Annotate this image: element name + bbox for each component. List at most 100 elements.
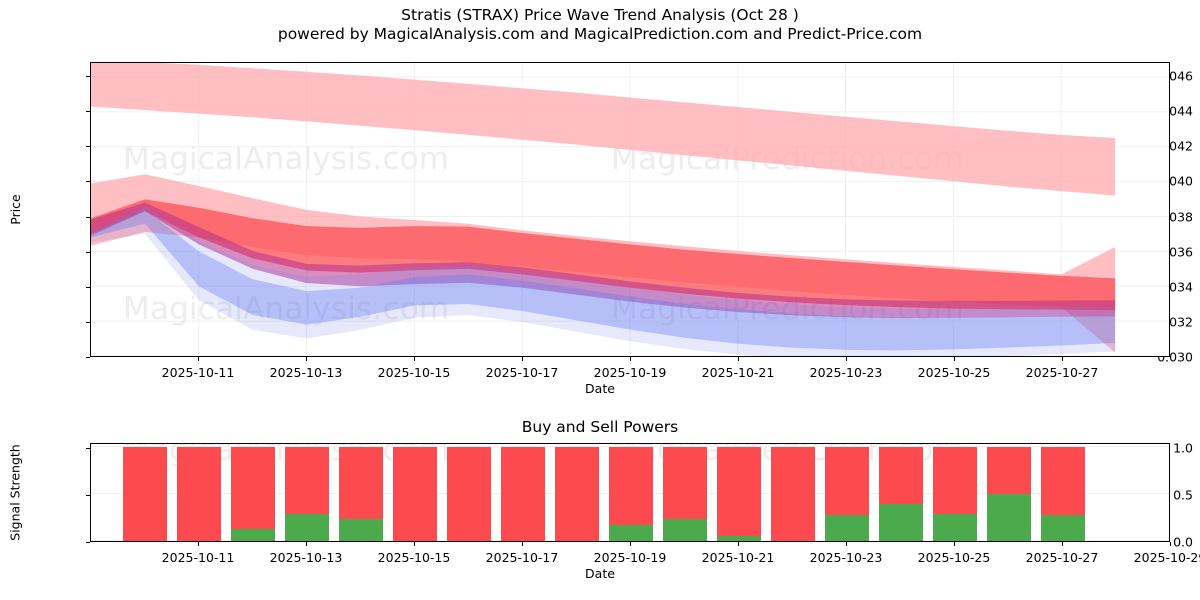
top-y-tick-mark — [86, 111, 90, 113]
top-y-axis-label: Price — [7, 194, 23, 225]
bottom-x-tick: 2025-10-21 — [701, 550, 775, 565]
bar-segment-buy[interactable] — [879, 504, 923, 541]
bottom-x-tick-mark — [414, 542, 416, 546]
top-x-tick: 2025-10-11 — [161, 365, 235, 380]
bar-segment-sell[interactable] — [393, 446, 437, 541]
bar-segment-sell[interactable] — [609, 446, 653, 525]
bottom-y-tick: 0.0 — [1173, 534, 1193, 550]
bar-segment-sell[interactable] — [825, 446, 869, 515]
bar-segment-buy[interactable] — [825, 514, 869, 541]
bottom-x-tick-mark — [1062, 542, 1064, 546]
bar-segment-sell[interactable] — [501, 446, 545, 541]
bar-column[interactable] — [609, 446, 653, 541]
bottom-x-axis-label: Date — [585, 566, 615, 581]
top-x-tick-mark — [306, 357, 308, 361]
bar-segment-buy[interactable] — [987, 493, 1031, 541]
bar-segment-buy[interactable] — [663, 519, 707, 541]
top-x-tick-mark — [414, 357, 416, 361]
bar-column[interactable] — [717, 446, 761, 541]
bar-segment-buy[interactable] — [339, 519, 383, 541]
bar-segment-buy[interactable] — [1041, 514, 1085, 541]
bar-column[interactable] — [771, 446, 815, 541]
bar-column[interactable] — [501, 446, 545, 541]
top-x-tick-mark — [738, 357, 740, 361]
bottom-y-tick-mark — [86, 542, 90, 544]
price-wave-bands — [91, 63, 1169, 356]
bottom-x-tick-mark — [846, 542, 848, 546]
bar-segment-buy[interactable] — [933, 513, 977, 541]
bar-column[interactable] — [177, 446, 221, 541]
top-y-tick-mark — [86, 181, 90, 183]
bar-column[interactable] — [879, 446, 923, 541]
bar-segment-sell[interactable] — [663, 446, 707, 520]
bar-segment-sell[interactable] — [177, 446, 221, 541]
bottom-y-tick: 1.0 — [1173, 440, 1193, 456]
bottom-x-tick: 2025-10-19 — [593, 550, 667, 565]
bottom-y-tick-mark — [86, 494, 90, 496]
bar-segment-sell[interactable] — [123, 446, 167, 541]
bar-column[interactable] — [987, 446, 1031, 541]
bottom-x-tick-mark — [954, 542, 956, 546]
top-x-axis-label: Date — [585, 381, 615, 396]
chart-title-block: Stratis (STRAX) Price Wave Trend Analysi… — [0, 6, 1200, 44]
bar-segment-sell[interactable] — [339, 446, 383, 520]
top-x-tick: 2025-10-27 — [1025, 365, 1099, 380]
top-y-tick-mark — [86, 251, 90, 253]
top-y-tick-mark — [86, 216, 90, 218]
chart-title: Stratis (STRAX) Price Wave Trend Analysi… — [401, 6, 799, 24]
bottom-x-tick: 2025-10-27 — [1025, 550, 1099, 565]
bar-segment-sell[interactable] — [231, 446, 275, 529]
bar-column[interactable] — [1041, 446, 1085, 541]
bar-segment-sell[interactable] — [879, 446, 923, 505]
bottom-x-tick: 2025-10-29 — [1133, 550, 1200, 565]
bottom-x-tick-mark — [1170, 542, 1172, 546]
buy-sell-title: Buy and Sell Powers — [521, 418, 679, 436]
bar-segment-sell[interactable] — [987, 446, 1031, 494]
bar-column[interactable] — [663, 446, 707, 541]
bar-segment-sell[interactable] — [447, 446, 491, 541]
band-upper-trend-band — [91, 199, 1116, 311]
bottom-x-tick: 2025-10-13 — [269, 550, 343, 565]
top-x-tick-mark — [198, 357, 200, 361]
bar-column[interactable] — [123, 446, 167, 541]
bar-column[interactable] — [339, 446, 383, 541]
bottom-x-tick-mark — [630, 542, 632, 546]
bar-column[interactable] — [447, 446, 491, 541]
bar-segment-sell[interactable] — [717, 446, 761, 537]
band-outer-support-haze — [91, 205, 1116, 356]
bottom-x-tick-mark — [306, 542, 308, 546]
bottom-y-tick: 0.5 — [1173, 487, 1193, 503]
top-x-tick: 2025-10-19 — [593, 365, 667, 380]
buy-sell-plot-area: MagicalAnalysis.com MagicalPrediction.co… — [90, 443, 1170, 542]
bar-column[interactable] — [555, 446, 599, 541]
bar-column[interactable] — [231, 446, 275, 541]
bottom-x-tick-mark — [522, 542, 524, 546]
price-wave-plot-area: MagicalAnalysis.com MagicalPrediction.co… — [90, 62, 1170, 357]
bar-segment-sell[interactable] — [771, 446, 815, 541]
top-y-tick-mark — [86, 146, 90, 148]
bar-segment-buy[interactable] — [717, 536, 761, 541]
bottom-x-tick: 2025-10-23 — [809, 550, 883, 565]
bar-column[interactable] — [285, 446, 329, 541]
bottom-x-tick-mark — [738, 542, 740, 546]
bar-segment-buy[interactable] — [609, 524, 653, 541]
bar-segment-sell[interactable] — [933, 446, 977, 514]
bottom-x-tick-mark — [198, 542, 200, 546]
bar-segment-buy[interactable] — [231, 528, 275, 541]
bar-segment-sell[interactable] — [555, 446, 599, 541]
bar-segment-sell[interactable] — [1041, 446, 1085, 515]
bottom-y-axis-label: Signal Strength — [7, 444, 23, 541]
bar-column[interactable] — [393, 446, 437, 541]
top-x-tick: 2025-10-13 — [269, 365, 343, 380]
band-core-trend-band — [91, 202, 1116, 318]
band-upper-resistance-band — [91, 63, 1116, 196]
bar-column[interactable] — [933, 446, 977, 541]
bar-column[interactable] — [825, 446, 869, 541]
bar-segment-buy[interactable] — [285, 513, 329, 541]
bar-segment-sell[interactable] — [285, 446, 329, 514]
band-lower-support-band — [91, 209, 1116, 351]
bottom-x-tick: 2025-10-15 — [377, 550, 451, 565]
top-x-tick-mark — [1062, 357, 1064, 361]
top-x-tick-mark — [630, 357, 632, 361]
